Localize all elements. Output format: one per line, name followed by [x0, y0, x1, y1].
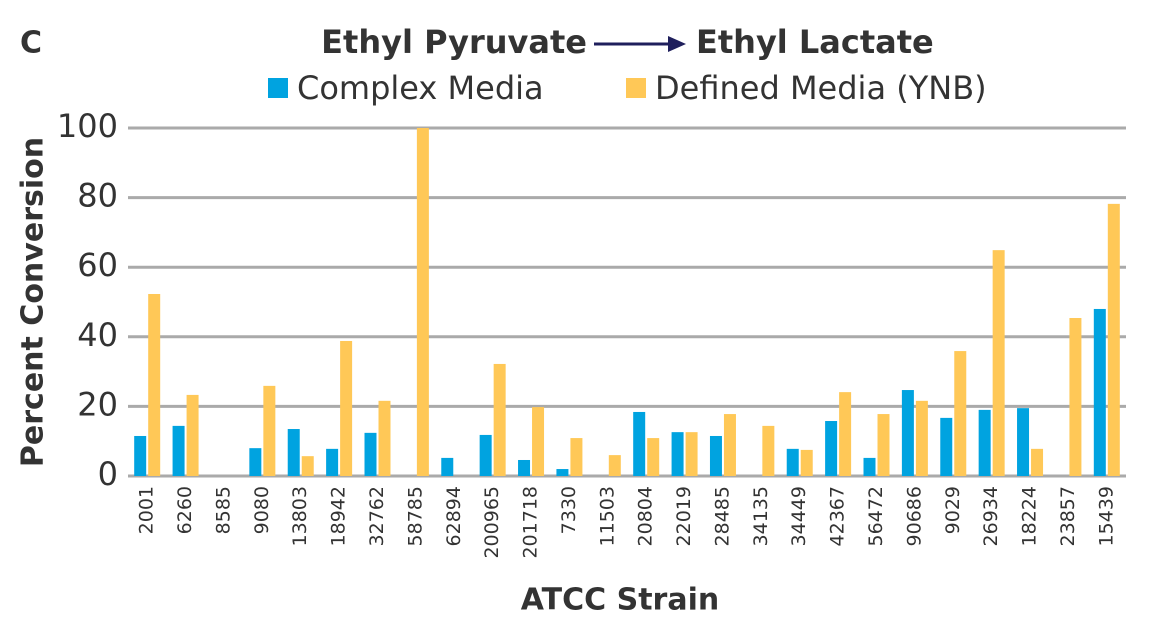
- bar: [1017, 408, 1030, 476]
- x-tick-label: 34135: [750, 486, 772, 546]
- legend-label: Complex Media: [297, 69, 544, 107]
- bar: [186, 394, 199, 476]
- x-tick-label: 28485: [711, 486, 733, 546]
- x-tick-label: 22019: [673, 486, 695, 546]
- bar: [249, 448, 262, 476]
- bar: [762, 425, 775, 476]
- x-tick-label: 32762: [366, 486, 388, 546]
- bar: [633, 411, 646, 476]
- bar: [940, 417, 953, 476]
- title-left: Ethyl Pyruvate: [321, 23, 587, 61]
- bar: [340, 340, 353, 476]
- bar: [493, 363, 506, 476]
- bar: [416, 128, 429, 476]
- x-tick-label: 62894: [443, 486, 465, 546]
- bar: [608, 455, 621, 476]
- bar: [148, 293, 161, 476]
- x-tick-label: 6260: [174, 486, 196, 534]
- y-tick-label: 40: [77, 316, 118, 354]
- y-tick-label: 60: [77, 246, 118, 284]
- bar: [723, 414, 736, 476]
- x-tick-label: 2001: [136, 486, 158, 534]
- x-tick-label: 56472: [865, 486, 887, 546]
- bar: [1093, 308, 1106, 476]
- bar: [1107, 203, 1120, 476]
- bar: [326, 448, 339, 476]
- x-tick-label: 42367: [827, 486, 849, 546]
- title-right: Ethyl Lactate: [696, 23, 934, 61]
- bar: [685, 432, 698, 476]
- bar: [786, 448, 799, 476]
- x-tick-label: 58785: [404, 486, 426, 546]
- bar: [364, 432, 377, 476]
- legend-swatch: [626, 78, 646, 98]
- x-tick-label: 7330: [558, 486, 580, 534]
- bar: [441, 457, 454, 476]
- bar: [518, 459, 531, 476]
- bar: [877, 414, 890, 476]
- x-tick-label: 20804: [635, 486, 657, 546]
- title-arrow: [594, 36, 686, 52]
- y-tick-label: 20: [77, 385, 118, 423]
- legend-label: Defined Media (YNB): [655, 69, 987, 107]
- bar: [671, 432, 684, 476]
- panel-label: C: [20, 26, 42, 61]
- x-tick-label: 26934: [980, 486, 1002, 546]
- y-tick-label: 80: [77, 177, 118, 215]
- bar: [301, 456, 314, 476]
- x-tick-label: 18942: [328, 486, 350, 546]
- bar: [532, 407, 545, 476]
- x-tick-label: 11503: [596, 486, 618, 546]
- legend-swatch: [268, 78, 288, 98]
- y-tick-label: 0: [98, 455, 118, 493]
- x-axis-title: ATCC Strain: [521, 583, 719, 618]
- bar: [647, 438, 660, 476]
- x-tick-label: 9080: [251, 486, 273, 534]
- bar: [978, 409, 991, 476]
- bar: [134, 435, 147, 476]
- x-tick-label: 8585: [212, 486, 234, 534]
- x-tick-label: 15439: [1095, 486, 1117, 546]
- bar: [287, 429, 300, 476]
- bar: [556, 469, 569, 476]
- bar: [479, 434, 492, 476]
- x-tick-label: 201718: [520, 486, 542, 559]
- x-tick-label: 34449: [788, 486, 810, 546]
- bar: [570, 438, 583, 476]
- bar: [1069, 318, 1082, 476]
- bar: [172, 425, 185, 476]
- bar: [915, 400, 928, 476]
- x-tick-label: 13803: [289, 486, 311, 546]
- x-tick-label: 90686: [903, 486, 925, 546]
- bar: [992, 250, 1005, 476]
- bar: [863, 457, 876, 476]
- bar: [901, 390, 914, 476]
- bar: [1031, 448, 1044, 476]
- bar: [800, 449, 813, 476]
- x-tick-label: 23857: [1057, 486, 1079, 546]
- bar: [825, 421, 838, 476]
- x-tick-label: 18224: [1019, 486, 1041, 546]
- y-axis-title: Percent Conversion: [16, 137, 51, 467]
- x-tick-label: 200965: [481, 486, 503, 559]
- bar: [263, 385, 276, 476]
- x-tick-label: 9029: [942, 486, 964, 534]
- y-tick-label: 100: [57, 107, 118, 145]
- bar: [954, 351, 967, 476]
- bar: [378, 400, 391, 476]
- bar: [709, 435, 722, 476]
- bar: [839, 392, 852, 476]
